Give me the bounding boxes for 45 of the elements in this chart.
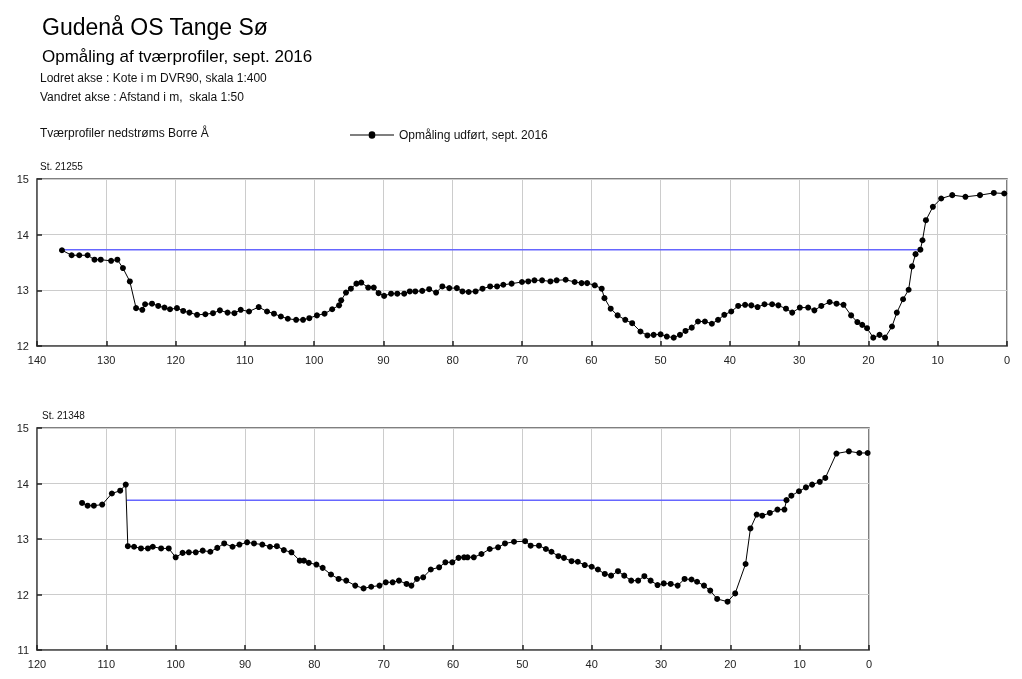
x-tick-label: 120 [166, 353, 185, 366]
chart-title: Gudenå OS Tange Sø [42, 13, 268, 40]
x-tick-label: 10 [931, 353, 944, 366]
x-tick-label: 0 [1003, 353, 1011, 366]
x-tick-label: 120 [27, 657, 47, 670]
y-tick-label: 15 [16, 173, 29, 185]
x-tick-label: 80 [308, 657, 321, 670]
x-tick-label: 140 [27, 353, 47, 366]
y-tick-label: 13 [16, 284, 29, 297]
x-tick-label: 30 [654, 657, 668, 670]
x-tick-label: 70 [377, 657, 390, 670]
x-tick-label: 130 [97, 353, 116, 366]
text: St. 21255 [40, 160, 84, 172]
x-tick-label: 10 [793, 657, 806, 670]
x-tick-label: 30 [793, 353, 806, 366]
x-tick-label: 90 [238, 657, 252, 670]
x-tick-label: 20 [862, 353, 875, 366]
x-tick-label: 40 [723, 353, 736, 366]
chart-subtitle: Opmåling af tværprofiler, sept. 2016 [42, 47, 313, 66]
x-tick-label: 110 [97, 657, 116, 670]
x-tick-label: 50 [654, 353, 667, 366]
y-tick-label: 11 [17, 644, 29, 656]
y-tick-label: 14 [16, 228, 29, 241]
x-tick-label: 40 [585, 657, 598, 670]
y-tick-label: 14 [16, 477, 29, 490]
x-tick-label: 80 [446, 353, 459, 366]
text: Lodret akse : Kote i m DVR90, skala 1:400 [40, 71, 268, 85]
y-tick-label: 15 [16, 422, 29, 434]
x-tick-label: 60 [446, 657, 460, 670]
text: Vandret akse : Afstand i m, skala 1:50 [40, 90, 245, 104]
y-tick-label: 13 [16, 533, 29, 545]
x-tick-label: 0 [865, 657, 873, 670]
y-tick-label: 12 [16, 340, 29, 352]
chart-title: St. 21348 [42, 409, 86, 421]
x-tick-label: 20 [724, 657, 737, 670]
x-tick-label: 60 [585, 353, 598, 366]
text: Tværprofiler nedstrøms Borre Å [40, 125, 209, 140]
x-tick-label: 90 [377, 353, 390, 366]
x-tick-label: 110 [236, 353, 254, 366]
legend-label: Opmåling udført, sept. 2016 [399, 128, 549, 142]
x-tick-label: 70 [515, 353, 529, 366]
x-tick-label: 100 [304, 353, 324, 366]
x-tick-label: 100 [166, 657, 185, 670]
x-tick-label: 50 [516, 657, 529, 670]
y-tick-label: 12 [16, 588, 29, 601]
